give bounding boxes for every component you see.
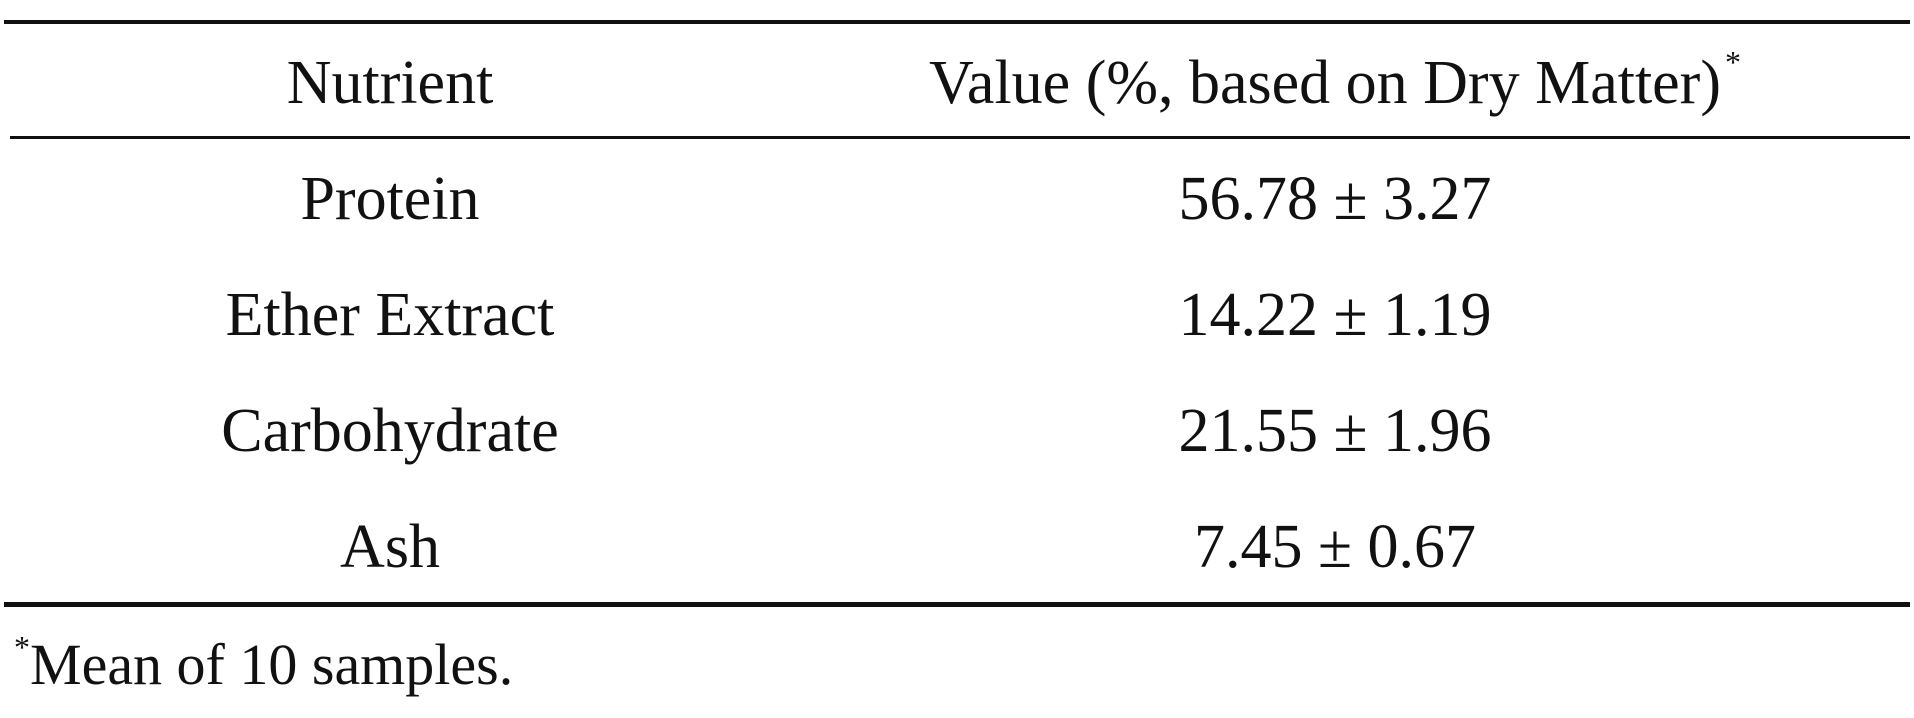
footnote-text: Mean of 10 samples.	[30, 632, 514, 697]
row-value-cell: 56.78 ± 3.27	[1178, 165, 1492, 233]
header-value-label: Value (%, based on Dry Matter)	[929, 49, 1721, 117]
table-top-rule	[4, 20, 1910, 24]
row-value-cell: 7.45 ± 0.67	[1193, 513, 1477, 581]
footnote-marker: *	[14, 629, 30, 665]
row-value-cell: 21.55 ± 1.96	[1178, 397, 1492, 465]
row-nutrient-cell: Carbohydrate	[221, 397, 559, 465]
row-nutrient-cell: Protein	[300, 165, 480, 233]
table-bottom-rule	[4, 602, 1910, 607]
table-footnote: *Mean of 10 samples.	[14, 631, 513, 694]
header-nutrient: Nutrient	[286, 49, 494, 117]
header-value: Value (%, based on Dry Matter) *	[929, 46, 1741, 117]
header-value-marker: *	[1724, 44, 1741, 80]
row-nutrient-cell: Ether Extract	[225, 281, 555, 349]
row-nutrient-cell: Ash	[340, 513, 440, 581]
table-header-rule	[10, 136, 1910, 139]
row-value-cell: 14.22 ± 1.19	[1178, 281, 1492, 349]
